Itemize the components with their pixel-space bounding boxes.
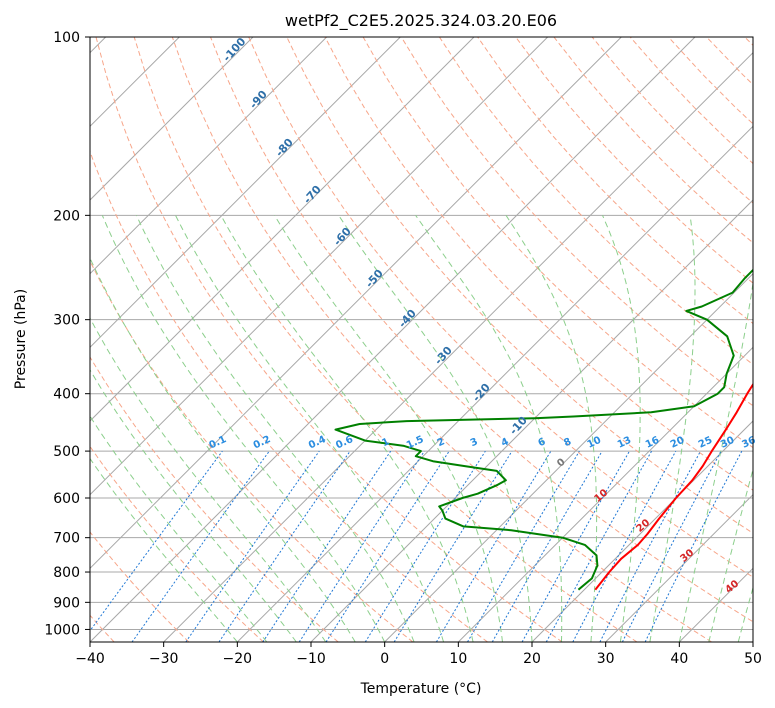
isotherm-line: [90, 37, 328, 275]
background-lines: [90, 37, 753, 642]
isotherm-line: [605, 493, 753, 642]
moist-adiabat-line: [90, 415, 268, 642]
x-tick-label: −30: [149, 651, 179, 667]
moist-adiabat-line: [90, 368, 297, 642]
moist-adiabat-line: [220, 215, 474, 642]
isotherm-line: [384, 272, 753, 642]
y-tick-label: 400: [53, 387, 80, 403]
dry-adiabat-line: [171, 37, 712, 642]
y-axis-title: Pressure (hPa): [13, 289, 29, 389]
isotherm-line: [90, 37, 254, 201]
x-tick-label: −10: [296, 651, 326, 667]
y-tick-label: 100: [53, 30, 80, 46]
dry-adiabat-line: [248, 37, 753, 578]
isotherm-line: [163, 51, 753, 642]
moist-adiabat-line: [274, 215, 503, 642]
dewpoint-profile-line: [334, 268, 753, 591]
mixing-ratio-line: [621, 450, 722, 642]
dry-adiabat-line: [515, 37, 753, 284]
dry-adiabat-line: [90, 356, 339, 642]
mixing-ratio-line: [393, 450, 513, 642]
y-tick-label: 500: [53, 444, 80, 460]
mixing-ratio-line: [644, 450, 743, 642]
y-tick-label: 800: [53, 565, 80, 581]
mixing-ratio-label: 4: [500, 436, 511, 449]
mixing-ratio-line: [521, 450, 630, 642]
mixing-ratio-line: [131, 450, 270, 642]
moist-adiabat-line: [90, 317, 327, 642]
chart-title: wetPf2_C2E5.2025.324.03.20.E06: [285, 11, 557, 31]
dry-adiabat-line: [324, 37, 753, 491]
moist-adiabat-line: [175, 215, 445, 642]
x-tick-label: 50: [744, 651, 762, 667]
mixing-ratio-label: 16: [644, 435, 661, 451]
dry-adiabat-line: [90, 150, 488, 642]
dry-adiabat-line: [90, 445, 264, 642]
mixing-ratio-line: [325, 450, 450, 642]
isotherm-line: [90, 37, 549, 496]
mixing-ratio-line: [185, 450, 320, 642]
moist-adiabat-line: [90, 256, 356, 642]
mixing-ratio-label: 13: [616, 435, 633, 451]
mixing-ratio-line: [545, 450, 653, 642]
mixing-ratio-label: 1: [380, 436, 391, 449]
temperature-profile-line: [594, 382, 753, 591]
y-tick-label: 1000: [44, 622, 80, 638]
y-tick-label: 300: [53, 313, 80, 329]
mixing-ratio-label: 6: [537, 436, 548, 449]
dry-adiabat-line: [438, 37, 753, 366]
mixing-ratio-label: 2: [436, 436, 447, 449]
x-axis-title: Temperature (°C): [360, 681, 482, 697]
mixing-ratio-line: [491, 450, 603, 642]
x-tick-label: 30: [597, 651, 615, 667]
mixing-ratio-label: 3: [469, 436, 480, 449]
y-tick-label: 900: [53, 595, 80, 611]
dry-adiabat-line: [95, 37, 563, 642]
y-tick-label: 200: [53, 208, 80, 224]
isotherm-line: [90, 37, 622, 570]
isotherm-line: [90, 37, 401, 349]
mixing-ratio-line: [262, 450, 392, 642]
dry-adiabat-line: [90, 531, 190, 642]
plot-frame: [89, 36, 754, 643]
mixing-ratio-label: 8: [562, 436, 573, 449]
moist-adiabat-line: [90, 457, 238, 642]
mixing-ratio-label: 25: [697, 435, 714, 451]
mixing-ratio-label: 20: [669, 435, 686, 451]
x-tick-label: 0: [380, 651, 389, 667]
isotherm-line: [90, 37, 475, 422]
mixing-ratio-label: 10: [586, 435, 603, 451]
dry-adiabat-line: [400, 37, 753, 407]
profile-lines: [334, 268, 753, 591]
moist-adiabat-line: [678, 280, 753, 642]
mixing-ratio-label: 30: [719, 435, 736, 451]
x-tick-label: 40: [670, 651, 688, 667]
dry-adiabat-line: [210, 37, 753, 623]
x-tick-label: −40: [75, 651, 105, 667]
mixing-ratio-line: [218, 450, 351, 642]
x-tick-label: −20: [223, 651, 253, 667]
moist-adiabat-line: [338, 215, 533, 642]
mixing-ratio-line: [90, 450, 223, 632]
y-tick-label: 700: [53, 531, 80, 547]
x-tick-label: 10: [449, 651, 467, 667]
moist-adiabat-line: [101, 215, 386, 642]
moist-adiabat-line: [135, 215, 415, 642]
dry-adiabat-line: [90, 259, 414, 642]
mixing-ratio-line: [572, 450, 677, 642]
moist-adiabat-line: [602, 215, 641, 642]
axes: −40 −30 −20 −10 0 10 20 30 40 50 100 200 300 400 500 60…: [44, 30, 762, 667]
moist-adiabat-line: [649, 215, 696, 642]
mixing-ratio-line: [298, 450, 425, 642]
y-tick-label: 600: [53, 491, 80, 507]
x-tick-label: 20: [523, 651, 541, 667]
isotherm-line: [90, 37, 696, 642]
isotherm-line: [236, 125, 753, 642]
dry-adiabat-line: [133, 37, 638, 642]
moist-adiabat-line: [415, 215, 563, 642]
